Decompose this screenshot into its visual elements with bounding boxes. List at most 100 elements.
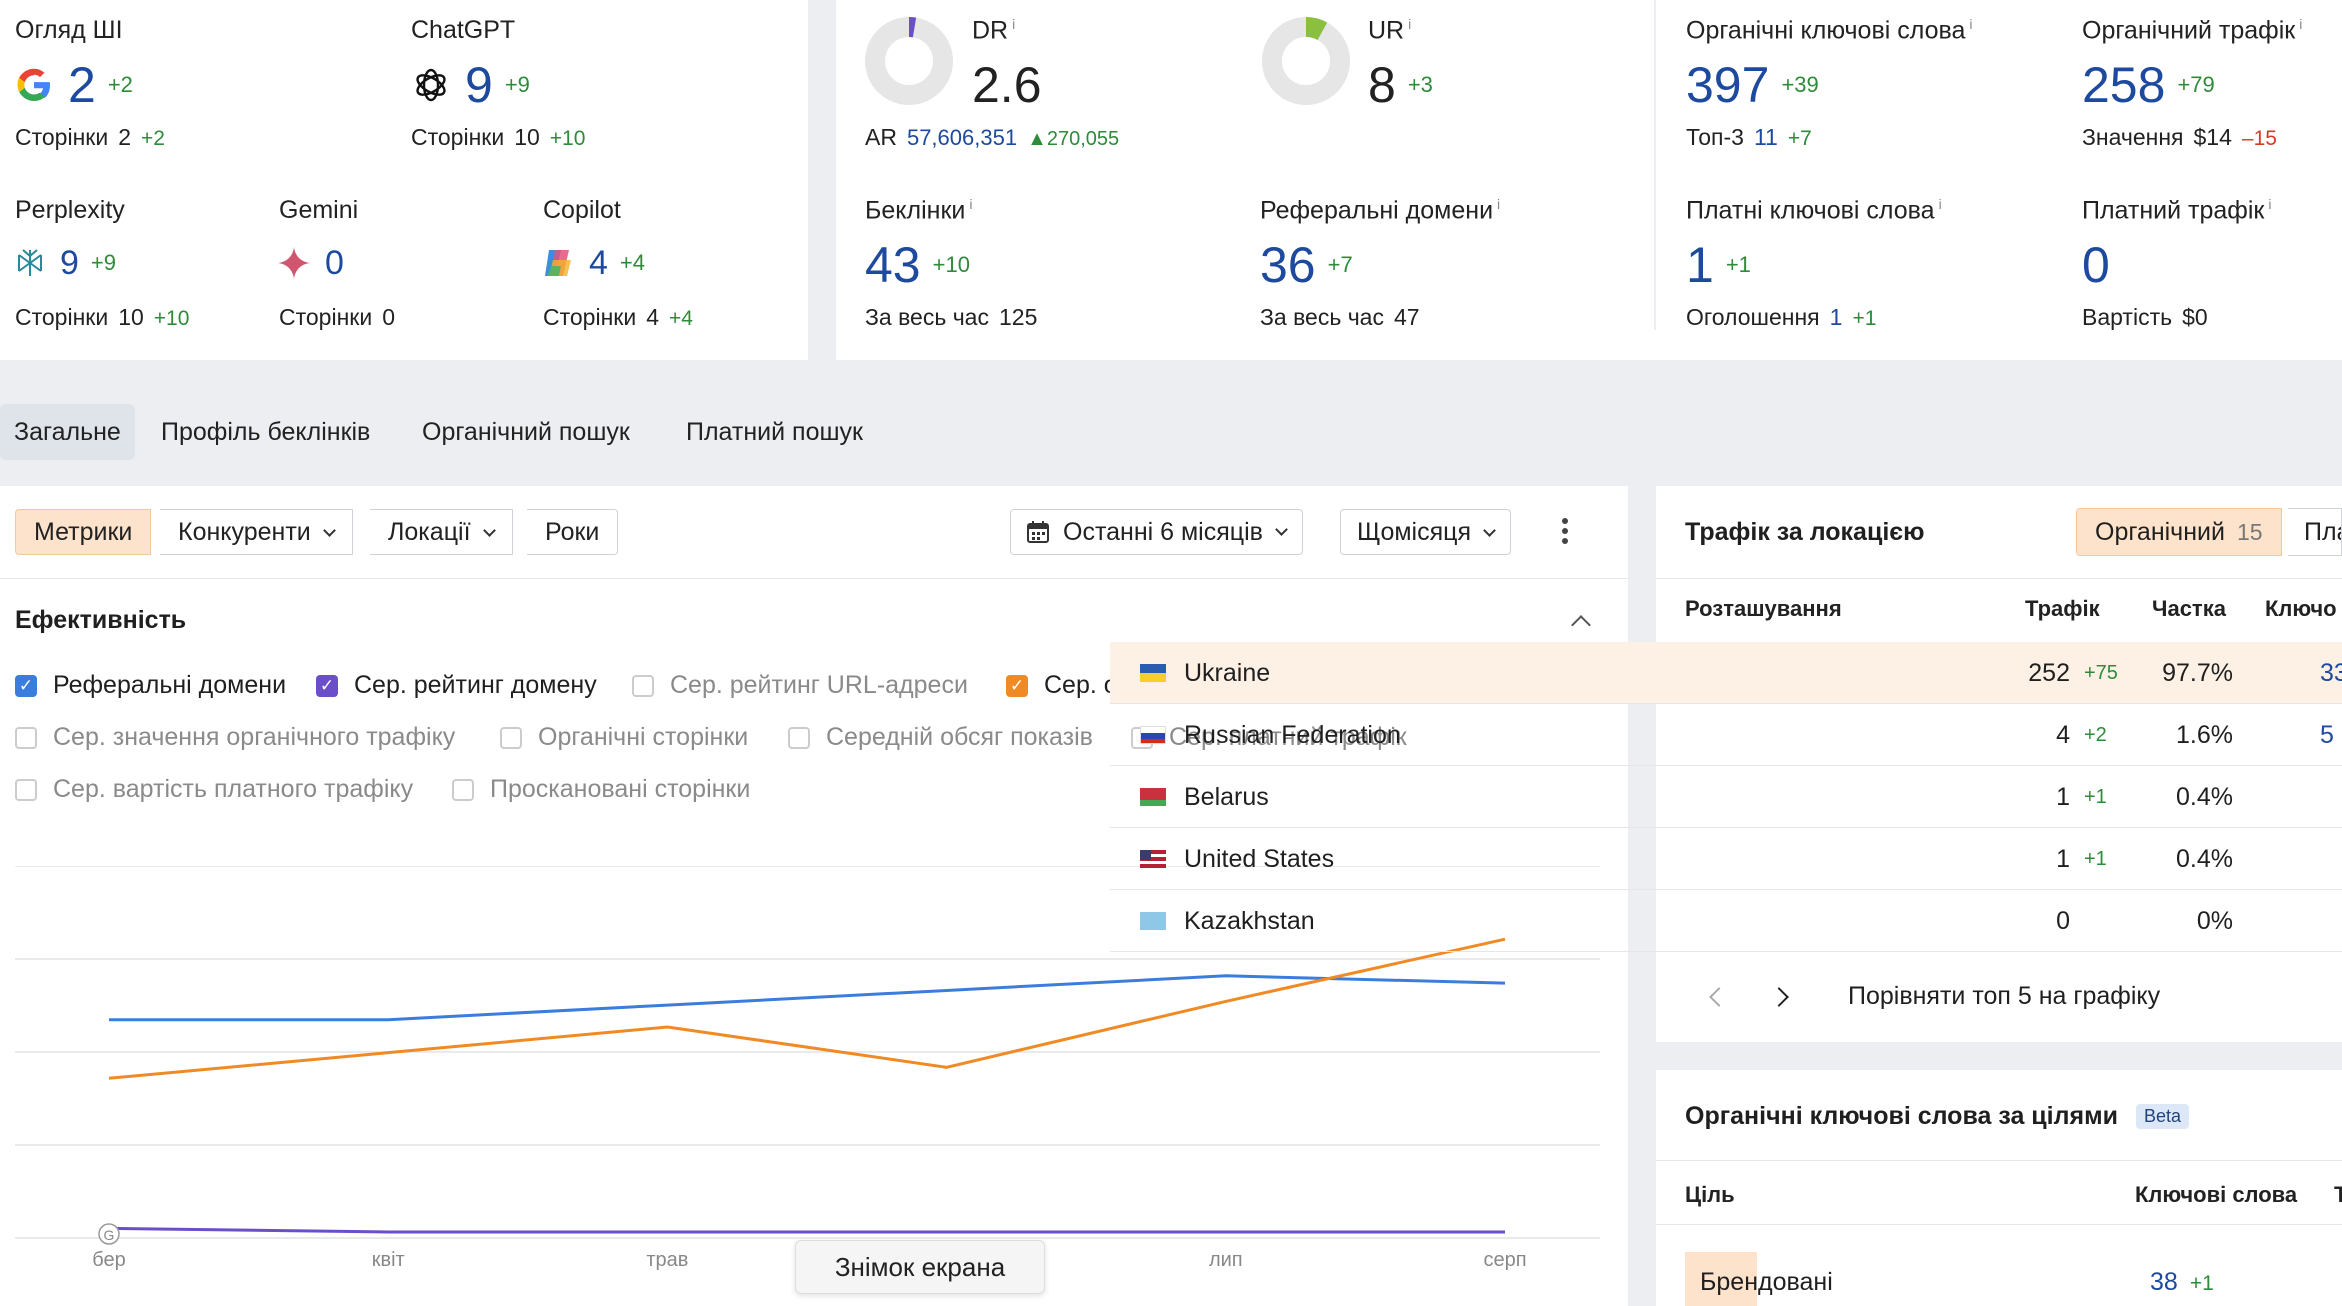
ar-rank: AR 57,606,351 ▲270,055 xyxy=(865,124,1120,150)
backlinks-value: 43 xyxy=(865,237,921,293)
refdomains-delta: +7 xyxy=(1327,252,1353,277)
organic-keywords-delta: +39 xyxy=(1781,72,1819,97)
x-axis-label: лип xyxy=(1209,1249,1243,1271)
location-row[interactable]: Ukraine 252 +75 97.7% 33 xyxy=(1110,642,2342,704)
tab-overview[interactable]: Загальне xyxy=(0,404,135,460)
country-share: 1.6% xyxy=(2176,721,2233,749)
metric-checkbox[interactable]: Сер. вартість платного трафіку xyxy=(15,775,413,804)
metric-checkbox[interactable]: Проскановані сторінки xyxy=(452,775,750,804)
metric-checkbox[interactable]: Сер. значення органічного трафіку xyxy=(15,723,455,752)
gemini-icon xyxy=(278,247,310,279)
metric-checkbox[interactable]: Сер. платний трафік xyxy=(1131,723,1407,752)
country-traffic: 1 xyxy=(2056,845,2070,873)
perplexity-icon xyxy=(18,249,42,276)
tab-paid-search[interactable]: Платний пошук xyxy=(686,418,863,446)
x-axis-label: трав xyxy=(646,1249,688,1271)
chevron-down-icon xyxy=(322,524,336,537)
gemini-value: 0 xyxy=(325,244,344,282)
location-tab-paid[interactable]: Пла xyxy=(2288,508,2342,556)
ur-delta: +3 xyxy=(1407,72,1433,97)
paid-traffic-label: Платний трафік i xyxy=(2082,196,2272,225)
metric-checkbox[interactable]: ✓ Сер. рейтинг домену xyxy=(316,671,597,700)
country-traffic-delta: +75 xyxy=(2084,662,2118,684)
site-metrics-card: DR i 2.6 AR 57,606,351 ▲270,055 UR i 8 +3 Бе… xyxy=(836,0,2342,360)
location-row[interactable]: Belarus 1 +1 0.4% xyxy=(1110,766,2342,828)
col-location[interactable]: Розташування xyxy=(1685,596,1842,621)
checkmark-icon: ✓ xyxy=(1006,674,1028,697)
collapse-chevron-icon[interactable] xyxy=(1571,615,1591,635)
segment-competitors[interactable]: Конкуренти xyxy=(160,509,353,555)
tab-organic-search[interactable]: Органічний пошук xyxy=(422,418,630,446)
copilot-icon xyxy=(545,250,571,276)
more-options-icon[interactable] xyxy=(1560,516,1570,548)
country-name: Kazakhstan xyxy=(1184,907,1315,935)
col-share[interactable]: Частка xyxy=(2152,596,2226,621)
country-flag-icon xyxy=(1140,726,1166,744)
google-update-marker-icon xyxy=(98,1223,120,1245)
country-flag-icon xyxy=(1140,664,1166,682)
toolbar-divider xyxy=(0,578,1628,579)
metric-checkbox[interactable]: Органічні сторінки xyxy=(500,723,748,752)
checkbox-empty-icon xyxy=(15,726,37,749)
location-row[interactable]: Russian Federation 4 +2 1.6% 5 xyxy=(1110,704,2342,766)
google-update-marker-label: G xyxy=(104,1227,115,1243)
compare-top5-link[interactable]: Порівняти топ 5 на графіку xyxy=(1848,982,2161,1010)
col-keywords[interactable]: Ключо xyxy=(2265,596,2337,621)
col-intent-keywords[interactable]: Ключові слова xyxy=(2135,1182,2298,1207)
openai-icon xyxy=(416,68,446,102)
country-share: 0% xyxy=(2196,907,2233,935)
metric-checkbox[interactable]: Сер. рейтинг URL-адреси xyxy=(632,671,968,700)
intent-branded-value[interactable]: 38 +1 xyxy=(2150,1268,2214,1296)
ai-overview-label: Огляд ШІ xyxy=(15,16,123,44)
checkbox-empty-icon xyxy=(15,778,37,801)
ai-overview-card: Огляд ШІ 2 +2 Сторінки 2 +2 ChatGPT 9 +9 С… xyxy=(0,0,808,360)
dr-value: 2.6 xyxy=(972,57,1042,113)
period-dropdown[interactable]: Останні 6 місяців xyxy=(1010,509,1303,555)
country-traffic-delta: +2 xyxy=(2084,724,2107,746)
segment-locations[interactable]: Локації xyxy=(370,509,513,555)
location-tab-organic[interactable]: Органічний 15 xyxy=(2076,508,2282,556)
location-row[interactable]: United States 1 +1 0.4% xyxy=(1110,828,2342,890)
checkbox-empty-icon xyxy=(500,726,522,749)
intent-title: Органічні ключові слова за цілями xyxy=(1685,1102,2118,1130)
metric-checkbox[interactable]: Середній обсяг показів xyxy=(788,723,1093,752)
checkbox-empty-icon xyxy=(452,778,474,801)
paid-traffic-value: 0 xyxy=(2082,237,2110,293)
organic-traffic-label: Органічний трафік i xyxy=(2082,16,2303,45)
segment-years[interactable]: Роки xyxy=(527,509,619,555)
interval-dropdown[interactable]: Щомісяця xyxy=(1340,509,1511,555)
performance-title: Ефективність xyxy=(15,606,187,634)
chatgpt-label: ChatGPT xyxy=(411,16,516,44)
country-flag-icon xyxy=(1140,788,1166,806)
backlinks-label: Беклінки i xyxy=(865,196,973,225)
location-row[interactable]: Kazakhstan 0 0% xyxy=(1110,890,2342,952)
chatgpt-delta: +9 xyxy=(504,72,530,97)
checkbox-empty-icon xyxy=(632,674,654,697)
ai-overview-value: 2 xyxy=(68,57,96,113)
col-traffic[interactable]: Трафік xyxy=(2025,596,2100,621)
segment-metrics[interactable]: Метрики xyxy=(15,509,152,555)
country-name: Belarus xyxy=(1184,783,1269,811)
paid-ads: Оголошення 1 +1 xyxy=(1686,304,1877,330)
backlinks-delta: +10 xyxy=(932,252,970,277)
dr-gauge xyxy=(865,17,953,105)
calendar-icon xyxy=(1027,521,1049,543)
organic-keywords-label: Органічні ключові слова i xyxy=(1686,16,1973,45)
col-intent-t[interactable]: Т xyxy=(2334,1182,2342,1207)
country-traffic: 4 xyxy=(2056,721,2070,749)
tab-backlink-profile[interactable]: Профіль беклінків xyxy=(161,418,371,446)
metric-checkbox[interactable]: ✓ Реферальні домени xyxy=(15,671,286,700)
google-icon xyxy=(17,68,50,101)
paid-keywords-value: 1 xyxy=(1686,237,1714,293)
checkmark-icon: ✓ xyxy=(15,674,37,697)
chatgpt-pages: Сторінки 10 +10 xyxy=(411,124,586,150)
organic-traffic-value: 258 xyxy=(2082,57,2166,113)
ai-overview-pages: Сторінки 2 +2 xyxy=(15,124,165,150)
col-goal[interactable]: Ціль xyxy=(1685,1182,1735,1207)
country-keywords: 33 xyxy=(2320,659,2342,687)
paid-keywords-delta: +1 xyxy=(1725,252,1751,277)
country-traffic: 252 xyxy=(2028,659,2070,687)
gemini-label: Gemini xyxy=(279,196,359,224)
country-traffic-delta: +1 xyxy=(2084,848,2107,870)
perplexity-delta: +9 xyxy=(90,250,117,275)
